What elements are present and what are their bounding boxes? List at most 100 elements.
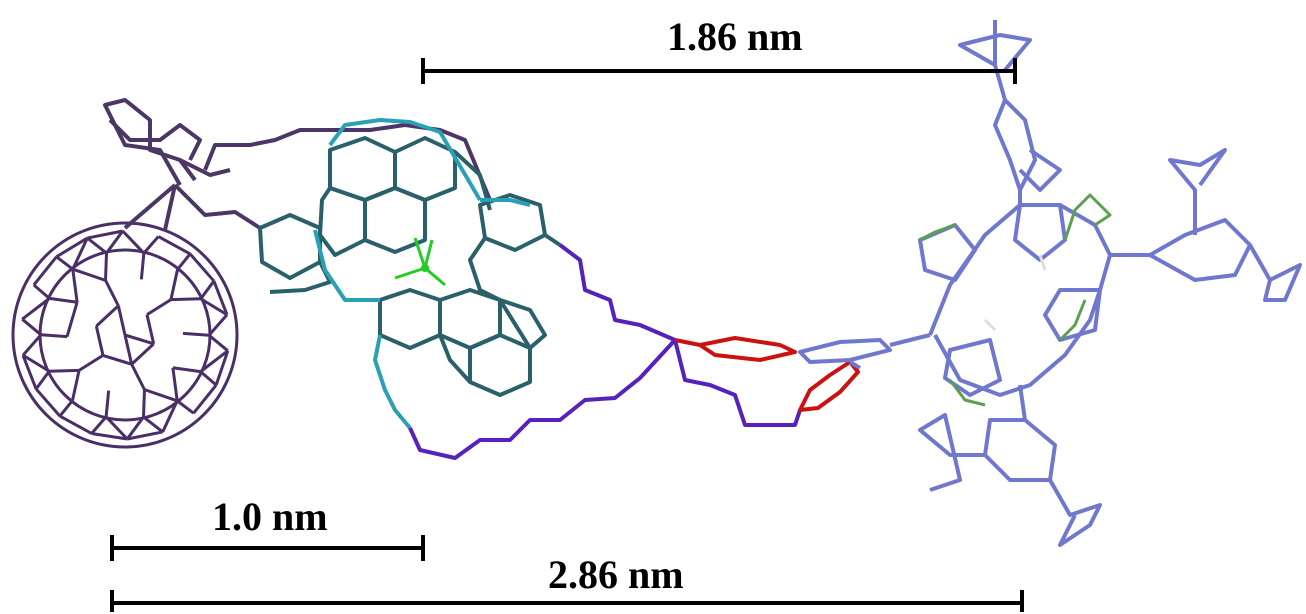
scale-bar-top bbox=[421, 58, 1017, 84]
red-phenylene-linkers bbox=[674, 336, 860, 412]
fullerene-bond bbox=[21, 318, 42, 336]
phenyl-ring-right bbox=[478, 193, 547, 252]
aryl-ring-bottom bbox=[983, 418, 1057, 482]
fullerene-bond bbox=[86, 236, 108, 255]
measurement-label-top: 1.86 nm bbox=[667, 14, 803, 59]
fullerene-bond bbox=[172, 366, 201, 374]
phenyl-ring-left bbox=[258, 213, 322, 280]
fullerene-bond bbox=[21, 333, 43, 357]
fullerene-c60 bbox=[11, 221, 239, 449]
fullerene-bond bbox=[32, 255, 58, 286]
fullerene-bond bbox=[91, 431, 128, 441]
fullerene-bond bbox=[199, 370, 218, 387]
fullerene-bond bbox=[32, 283, 51, 300]
phen-ring-d bbox=[378, 288, 442, 350]
fullerene-bond bbox=[105, 230, 124, 254]
fullerene-bond bbox=[104, 279, 120, 307]
pyrrole-ring-right bbox=[1043, 288, 1102, 342]
pyrrole-ring-top bbox=[1013, 203, 1067, 262]
fullerene-bond bbox=[49, 368, 80, 373]
fullerene-bond bbox=[145, 314, 156, 345]
fullerene-bond bbox=[214, 350, 230, 386]
fullerene-bond bbox=[40, 333, 68, 339]
fullerene-bond bbox=[142, 235, 160, 255]
fullerene-bond bbox=[71, 269, 79, 303]
fullerene-bond bbox=[21, 297, 51, 321]
alkyl-chain bbox=[408, 243, 802, 460]
fullerene-bond bbox=[199, 349, 229, 373]
fullerene-cage-pattern bbox=[21, 229, 230, 441]
fullerene-bond bbox=[104, 390, 111, 417]
fullerene-bond bbox=[90, 415, 108, 435]
fullerene-bond bbox=[143, 388, 178, 403]
fullerene-bond bbox=[22, 353, 51, 373]
fullerene-bond bbox=[78, 354, 104, 372]
fullerene-bond bbox=[94, 325, 105, 356]
fullerene-bond bbox=[72, 267, 107, 282]
fullerene-bond bbox=[105, 415, 129, 441]
fullerene-bond bbox=[176, 252, 192, 271]
fullerene-bond bbox=[142, 415, 164, 434]
fullerene-bond bbox=[212, 280, 229, 316]
fullerene-bond bbox=[207, 313, 229, 337]
fullerene-bond bbox=[126, 430, 163, 441]
meso-phenyl-left bbox=[798, 338, 892, 364]
fullerene-bond bbox=[199, 297, 228, 317]
nh-hydrogen-2 bbox=[983, 318, 997, 332]
fullerene-bond bbox=[130, 363, 146, 391]
fullerene-bond bbox=[192, 384, 218, 415]
fullerene-bond bbox=[182, 331, 210, 337]
measurement-label-bottom: 2.86 nm bbox=[548, 552, 684, 597]
fullerene-bond bbox=[141, 389, 146, 417]
fullerene-bond bbox=[116, 305, 127, 336]
fullerene-bond bbox=[171, 367, 179, 401]
copper-atom bbox=[421, 264, 429, 272]
fullerene-bond bbox=[208, 334, 229, 352]
pyrrole-ring-bottom bbox=[943, 338, 1002, 397]
fullerene-bond bbox=[49, 296, 78, 304]
fullerene-bond bbox=[188, 252, 216, 283]
fullerene-bond bbox=[146, 298, 172, 316]
fullerene-bond bbox=[157, 235, 191, 256]
fullerene-bond bbox=[59, 414, 93, 435]
fullerene-bond bbox=[130, 342, 155, 366]
fullerene-bond bbox=[55, 236, 89, 259]
fullerene-bond bbox=[71, 237, 89, 270]
fullerene-bond bbox=[169, 269, 179, 300]
fullerene-bond bbox=[161, 400, 179, 433]
cu-bond-1 bbox=[413, 237, 427, 269]
fullerene-outline bbox=[11, 221, 239, 449]
fullerene-bond bbox=[87, 229, 124, 240]
fullerene-bond bbox=[124, 333, 155, 346]
fullerene-bond bbox=[104, 253, 109, 281]
fullerene-bond bbox=[21, 354, 38, 390]
fullerene-bond bbox=[170, 297, 201, 302]
phenylene-ring-1 bbox=[698, 336, 797, 362]
pyrrole-ring-left bbox=[918, 223, 977, 282]
fullerene-bond bbox=[123, 334, 134, 365]
measurement-label-left: 1.0 nm bbox=[212, 494, 328, 539]
fullerene-bond bbox=[199, 280, 216, 300]
fullerene-bond bbox=[34, 387, 62, 418]
aryl-ring-right bbox=[1148, 218, 1252, 282]
fullerene-bond bbox=[95, 304, 120, 328]
phen-ring-f bbox=[468, 333, 532, 397]
nh-hydrogen-1 bbox=[1038, 254, 1047, 271]
fullerene-bond bbox=[71, 370, 81, 401]
fullerene-bond bbox=[121, 229, 145, 255]
fullerene-bond bbox=[65, 301, 79, 338]
linker-chain-upper bbox=[103, 98, 492, 231]
fullerene-bond bbox=[126, 416, 145, 440]
fullerene-bond bbox=[102, 353, 133, 366]
fullerene-bond bbox=[139, 253, 146, 280]
copper-phenanthroline-complex bbox=[258, 118, 562, 430]
fullerene-bond bbox=[176, 399, 195, 415]
fullerene-bond bbox=[58, 399, 74, 418]
porphyrin-unit bbox=[798, 20, 1302, 547]
fullerene-bond bbox=[34, 370, 51, 390]
scale-bar-bottom bbox=[110, 590, 1024, 612]
phenylene-ring-2 bbox=[798, 360, 860, 412]
scale-bar-left bbox=[110, 535, 425, 561]
